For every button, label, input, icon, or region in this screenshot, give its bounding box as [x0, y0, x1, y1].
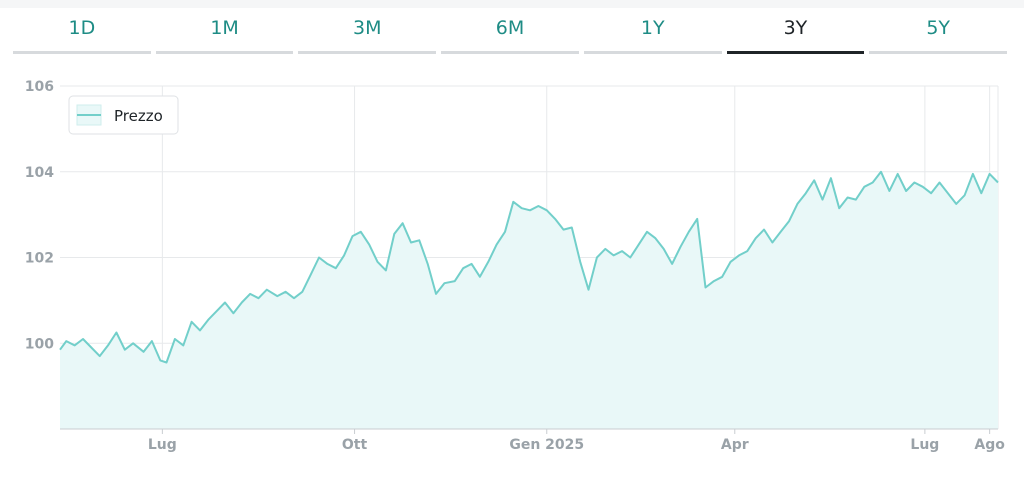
series-line-prezzo[interactable] [59, 170, 999, 364]
y-tick-label-100: 100 [25, 336, 54, 352]
y-tick-label-102: 102 [25, 251, 54, 267]
x-tick-label-4: Lug [910, 437, 939, 453]
tab-1m[interactable]: 1M [155, 8, 294, 54]
y-tick-label-106: 106 [25, 79, 54, 95]
tab-3m[interactable]: 3M [298, 8, 437, 54]
x-tick-label-2: Gen 2025 [509, 437, 584, 453]
x-tick-label-3: Apr [721, 437, 749, 453]
y-tick-label-104: 104 [25, 165, 54, 181]
tab-1y[interactable]: 1Y [583, 8, 722, 54]
time-range-tabs: 1D 1M 3M 6M 1Y 3Y 5Y [13, 8, 1008, 54]
tab-3y[interactable]: 3Y [726, 8, 865, 54]
x-tick-label-1: Ott [342, 437, 368, 453]
x-tick-label-5: Ago [974, 437, 1005, 453]
tab-6m[interactable]: 6M [441, 8, 579, 54]
legend-label-prezzo[interactable]: Prezzo [114, 107, 163, 125]
tab-5y[interactable]: 5Y [869, 8, 1008, 54]
x-tick-label-0: Lug [148, 437, 177, 453]
chart-svg[interactable]: 100 102 104 106 Lug Ott Gen 2025 Apr Lug Ago Prezz… [0, 56, 1024, 482]
series-area-prezzo [60, 171, 998, 430]
top-strip [0, 0, 1024, 8]
price-chart: 100 102 104 106 Lug Ott Gen 2025 Apr Lug Ago Prezz… [0, 56, 1024, 482]
tab-1d[interactable]: 1D [13, 8, 151, 54]
